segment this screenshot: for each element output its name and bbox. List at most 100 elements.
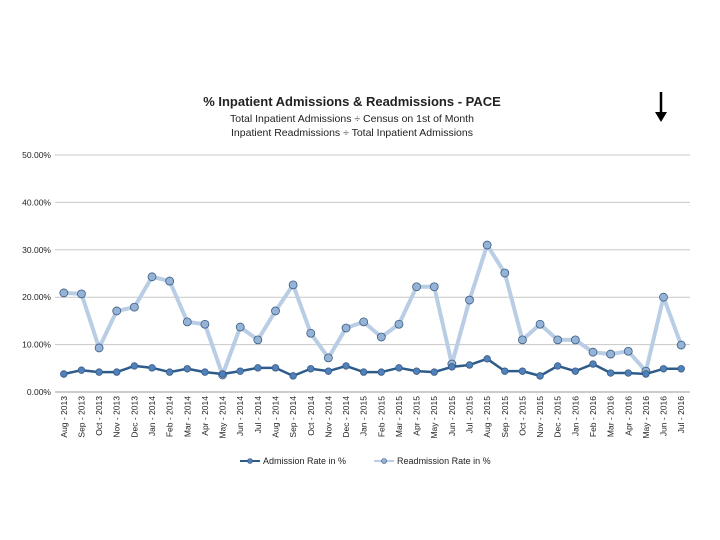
- data-point: [394, 319, 404, 329]
- x-tick-label: Mar - 2014: [182, 396, 192, 437]
- data-point: [465, 295, 474, 305]
- y-tick-label: 40.00%: [22, 197, 51, 207]
- x-tick-label: Jun - 2015: [447, 396, 457, 436]
- data-point: [77, 366, 86, 374]
- x-tick-label: May - 2014: [218, 396, 228, 439]
- x-tick-label: Oct - 2014: [306, 396, 316, 436]
- x-tick-label: Aug - 2013: [59, 396, 69, 438]
- x-tick-label: Mar - 2015: [394, 396, 404, 437]
- data-point: [412, 367, 421, 375]
- data-point: [465, 361, 474, 369]
- data-point: [588, 347, 598, 357]
- data-point: [254, 364, 262, 372]
- y-tick-label: 20.00%: [22, 292, 51, 302]
- x-tick-label: Jan - 2014: [147, 396, 157, 436]
- y-tick-label: 50.00%: [22, 150, 51, 160]
- data-point: [554, 362, 562, 370]
- data-point: [659, 292, 668, 302]
- x-tick-label: Nov - 2013: [112, 396, 122, 438]
- data-point: [483, 355, 491, 363]
- data-point: [307, 365, 315, 373]
- x-tick-label: Feb - 2016: [588, 396, 598, 437]
- x-tick-label: Oct - 2013: [94, 396, 104, 436]
- data-point: [659, 365, 668, 373]
- x-tick-label: Jun - 2014: [235, 396, 245, 436]
- data-point: [501, 367, 509, 375]
- x-tick-label: Nov - 2014: [323, 396, 333, 438]
- x-tick-label: Jun - 2016: [659, 396, 669, 436]
- data-point: [324, 367, 333, 375]
- data-point: [94, 343, 104, 353]
- x-tick-label: Apr - 2014: [200, 396, 210, 436]
- y-tick-label: 10.00%: [22, 340, 51, 350]
- x-tick-label: Sep - 2013: [76, 396, 86, 438]
- legend-marker: [247, 458, 253, 464]
- data-point: [112, 306, 122, 316]
- data-point: [500, 268, 510, 278]
- x-tick-label: Mar - 2016: [606, 396, 616, 437]
- data-point: [288, 280, 298, 290]
- series-line: [63, 243, 684, 377]
- data-point: [253, 335, 263, 345]
- x-tick-label: Dec - 2015: [553, 396, 563, 438]
- data-point: [518, 335, 527, 345]
- x-tick-label: Feb - 2014: [165, 396, 175, 437]
- data-point: [113, 368, 121, 376]
- data-point: [165, 276, 175, 286]
- y-tick-label: 30.00%: [22, 245, 51, 255]
- data-point: [535, 319, 545, 329]
- x-tick-label: Oct - 2015: [517, 396, 527, 436]
- data-point: [589, 360, 597, 368]
- data-point: [482, 240, 492, 250]
- data-point: [570, 335, 580, 345]
- data-point: [536, 372, 544, 380]
- data-point: [235, 322, 245, 332]
- x-tick-label: Aug - 2014: [270, 396, 280, 438]
- x-tick-label: Jan - 2016: [570, 396, 580, 436]
- data-point: [624, 369, 632, 377]
- data-point: [306, 328, 316, 338]
- chart-subtitle: Total Inpatient Admissions ÷ Census on 1…: [230, 113, 474, 125]
- data-point: [429, 282, 439, 292]
- x-tick-label: May - 2015: [429, 396, 439, 439]
- data-point: [623, 346, 633, 356]
- x-tick-label: Apr - 2016: [623, 396, 633, 436]
- series-line: [63, 357, 682, 378]
- data-point: [571, 367, 580, 375]
- data-point: [60, 370, 68, 378]
- x-tick-label: Jul - 2014: [253, 396, 263, 434]
- data-point: [324, 353, 333, 363]
- data-point: [236, 367, 244, 375]
- data-point: [182, 317, 192, 327]
- data-point: [342, 362, 350, 370]
- data-point: [201, 368, 209, 376]
- x-tick-label: Dec - 2014: [341, 396, 351, 438]
- data-point: [395, 364, 403, 372]
- x-tick-label: Sep - 2014: [288, 396, 298, 438]
- x-tick-label: Apr - 2015: [412, 396, 422, 436]
- data-point: [642, 370, 650, 378]
- data-point: [218, 370, 227, 378]
- legend-label: Admission Rate in %: [263, 456, 346, 466]
- data-point: [129, 302, 139, 312]
- x-tick-label: Aug - 2015: [482, 396, 492, 438]
- data-point: [289, 372, 297, 380]
- data-point: [165, 368, 174, 376]
- data-point: [676, 340, 686, 350]
- data-point: [606, 349, 616, 359]
- chart-subtitle: Inpatient Readmissions ÷ Total Inpatient…: [231, 127, 473, 139]
- data-point: [553, 335, 563, 345]
- legend-marker: [381, 458, 387, 464]
- x-tick-label: Jul - 2015: [465, 396, 475, 434]
- data-point: [359, 368, 368, 376]
- data-point: [677, 365, 685, 373]
- data-point: [271, 364, 280, 372]
- data-point: [183, 365, 191, 373]
- y-tick-label: 0.00%: [27, 387, 52, 397]
- data-point: [376, 332, 386, 342]
- data-point: [77, 289, 86, 299]
- chart-title: % Inpatient Admissions & Readmissions - …: [203, 94, 501, 109]
- data-point: [448, 363, 456, 371]
- data-point: [59, 288, 69, 298]
- arrow-icon: [655, 92, 667, 122]
